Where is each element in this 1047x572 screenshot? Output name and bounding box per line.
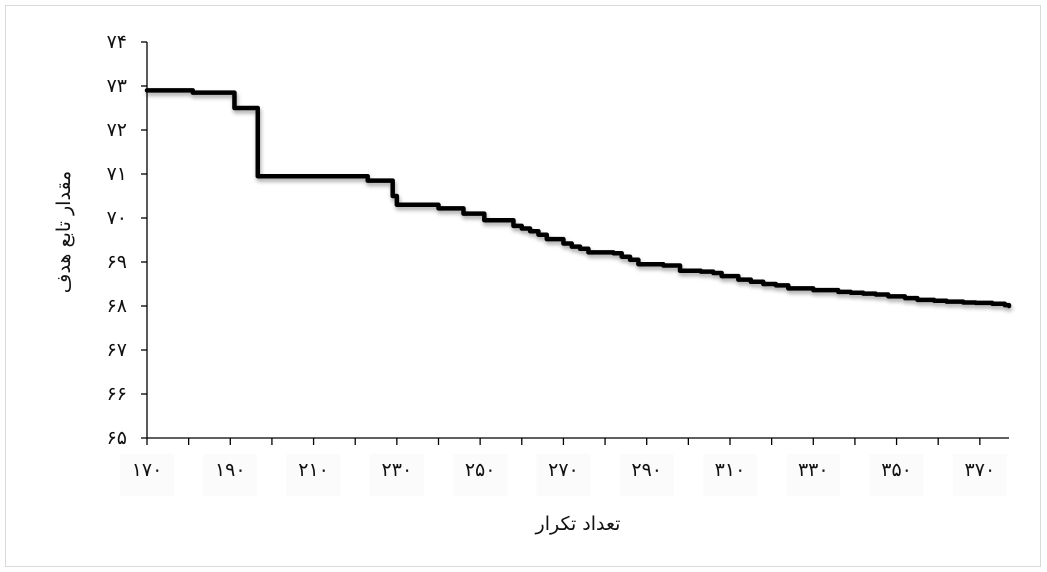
x-tick-label: ۲۳۰ — [382, 459, 413, 481]
x-tick-label: ۳۵۰ — [881, 459, 912, 481]
y-tick-label: ۷۲ — [107, 119, 127, 141]
x-tick-label: ۳۳۰ — [798, 459, 829, 481]
x-tick-label-bg — [453, 454, 508, 496]
series-line — [144, 88, 1012, 309]
x-tick-label-bg — [286, 454, 341, 496]
x-tick-label-bg — [536, 454, 591, 496]
y-tick-label: ۶۸ — [107, 295, 127, 317]
y-tick-label: ۶۹ — [107, 251, 127, 273]
y-tick-label: ۶۶ — [107, 383, 127, 405]
x-axis-title: تعداد تکرار — [535, 513, 621, 535]
x-tick-label: ۲۵۰ — [465, 459, 496, 481]
y-tick-label: ۷۳ — [107, 75, 127, 97]
x-tick-label: ۳۱۰ — [715, 459, 746, 481]
y-tick-label: ۷۱ — [107, 163, 127, 185]
x-tick-label-bg — [952, 454, 1007, 496]
y-tick-label: ۷۰ — [107, 207, 127, 229]
x-tick-label-bg — [869, 454, 924, 496]
y-tick-label: ۶۷ — [107, 339, 127, 361]
x-tick-label-bg — [786, 454, 841, 496]
x-tick-label: ۲۹۰ — [631, 459, 662, 481]
x-tick-label: ۱۷۰ — [132, 459, 163, 481]
y-tick-label: ۶۵ — [107, 427, 127, 449]
x-tick-label-bg — [203, 454, 258, 496]
x-tick-label-bg — [619, 454, 674, 496]
y-axis-title: مقدار تابع هدف — [53, 171, 75, 293]
x-tick-label-bg — [702, 454, 757, 496]
y-tick-label: ۷۴ — [107, 31, 127, 53]
x-tick-label: ۲۷۰ — [548, 459, 579, 481]
x-tick-label: ۲۱۰ — [298, 459, 329, 481]
chart-frame — [5, 5, 1041, 567]
x-tick-label-bg — [369, 454, 424, 496]
x-tick-label: ۳۷۰ — [965, 459, 996, 481]
x-tick-label: ۱۹۰ — [215, 459, 246, 481]
x-tick-label-bg — [120, 454, 174, 496]
